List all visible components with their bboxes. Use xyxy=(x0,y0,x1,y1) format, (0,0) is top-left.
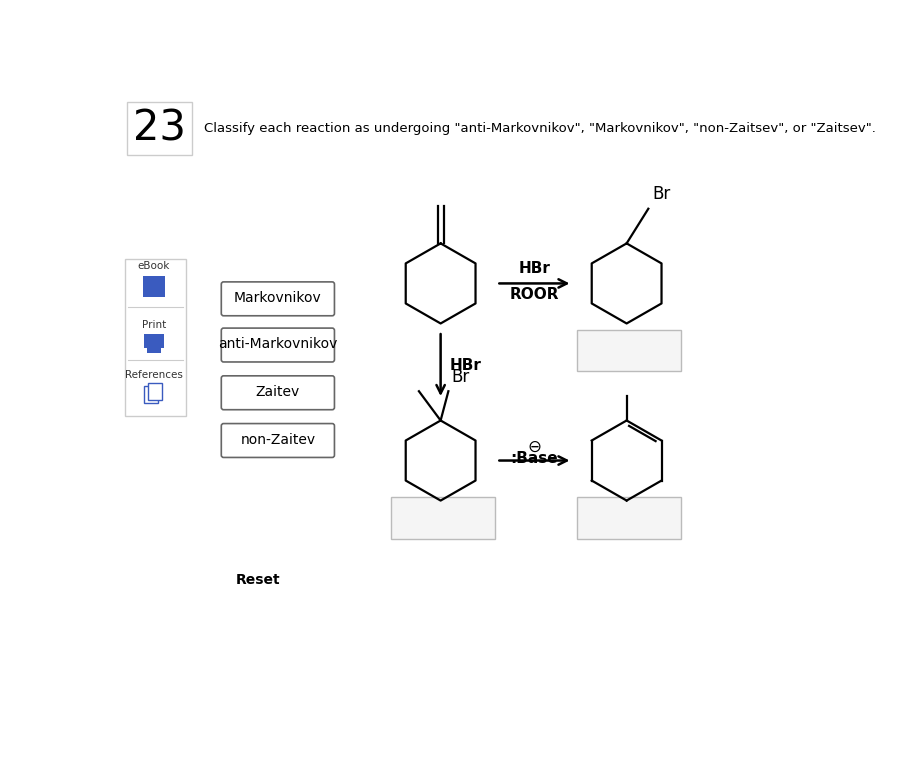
Bar xyxy=(144,386,157,402)
Text: References: References xyxy=(125,371,182,381)
FancyBboxPatch shape xyxy=(391,497,495,539)
FancyBboxPatch shape xyxy=(125,259,186,416)
Text: Print: Print xyxy=(142,319,166,329)
Text: Markovnikov: Markovnikov xyxy=(234,291,321,305)
FancyBboxPatch shape xyxy=(221,423,334,458)
Text: anti-Markovnikov: anti-Markovnikov xyxy=(218,337,338,351)
FancyBboxPatch shape xyxy=(577,497,681,539)
Text: HBr: HBr xyxy=(519,261,551,276)
Text: non-Zaitev: non-Zaitev xyxy=(240,433,315,447)
Bar xyxy=(147,383,161,399)
Text: eBook: eBook xyxy=(137,261,170,271)
Text: Br: Br xyxy=(652,186,670,204)
Text: Classify each reaction as undergoing "anti-Markovnikov", "Markovnikov", "non-Zai: Classify each reaction as undergoing "an… xyxy=(204,122,876,135)
FancyBboxPatch shape xyxy=(127,103,192,155)
FancyBboxPatch shape xyxy=(143,276,165,298)
Text: :Base: :Base xyxy=(510,451,558,466)
Text: ROOR: ROOR xyxy=(509,287,559,301)
Text: Zaitev: Zaitev xyxy=(256,385,300,399)
Bar xyxy=(144,334,164,348)
Text: Br: Br xyxy=(451,368,470,386)
FancyBboxPatch shape xyxy=(221,282,334,315)
Bar xyxy=(147,346,161,353)
Text: HBr: HBr xyxy=(450,357,482,372)
FancyBboxPatch shape xyxy=(221,376,334,409)
FancyBboxPatch shape xyxy=(221,328,334,362)
Text: 23: 23 xyxy=(133,108,186,150)
FancyBboxPatch shape xyxy=(577,329,681,371)
Text: Reset: Reset xyxy=(236,573,281,587)
Text: $\ominus$: $\ominus$ xyxy=(527,437,542,455)
